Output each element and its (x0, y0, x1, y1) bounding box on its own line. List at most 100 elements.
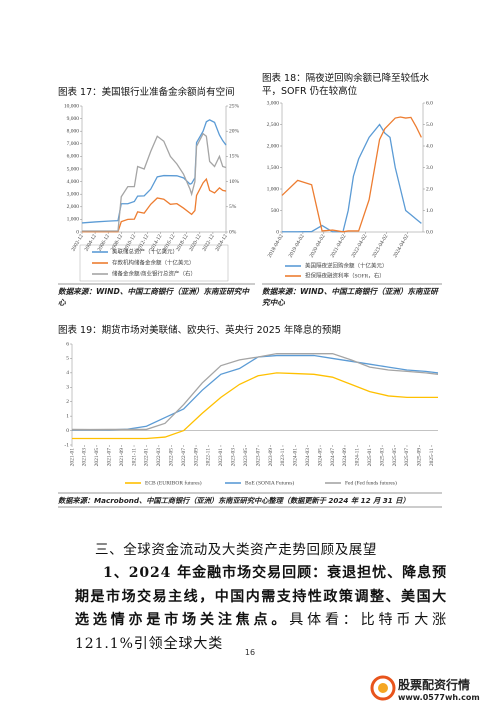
y2-tick-label: 6.0 (426, 100, 433, 106)
x-tick-label: 2022-04-02 (350, 233, 368, 258)
watermark-name: 股票配资行情 (398, 678, 471, 692)
y-tick-label: 3,000 (267, 100, 280, 106)
y2-tick-label: 4.0 (426, 143, 433, 149)
y-tick-label: 0 (66, 428, 69, 434)
x-tick-label: 2024-03 (305, 448, 311, 467)
x-tick-label: 2022-09 (193, 448, 199, 467)
y-tick-label: 10,000 (64, 103, 79, 109)
logo (370, 675, 396, 701)
series-line (82, 132, 227, 232)
y2-tick-label: 1.0 (426, 208, 433, 214)
x-tick-label: 2025-11 (429, 448, 435, 466)
legend-label: 美联储总资产（十亿美元） (112, 247, 178, 255)
x-tick-label: 2023-01 (218, 448, 224, 467)
y-tick-label: 4 (66, 370, 69, 376)
x-tick-label: 2025-07 (404, 448, 410, 467)
y2-tick-label: 3.0 (426, 165, 433, 171)
y2-tick-label: 10% (229, 179, 240, 185)
y-tick-label: 1,000 (267, 186, 280, 192)
y2-tick-label: 5.0 (426, 122, 433, 128)
x-tick-label: 2020-04-02 (309, 233, 327, 258)
legend-label: ECB (EURIBOR futures) (145, 479, 202, 486)
legend-label: 存款机构储备金余额（十亿美元） (112, 258, 195, 266)
legend-label: Fed (Fed funds futures) (345, 479, 397, 486)
x-tick-label: 2024-12 (214, 233, 228, 252)
y2-tick-label: 20% (229, 128, 240, 134)
paragraph-run: 具体看：比特币大涨 121.1%引领全球大类 (75, 612, 447, 652)
x-tick-label: 2023-03 (231, 448, 237, 467)
y-tick-label: 5 (66, 356, 69, 362)
x-tick-label: 2021-01 (69, 448, 75, 467)
legend-label: 储备金余额/商业银行总资产（右） (112, 269, 196, 277)
series-line (71, 353, 439, 431)
y-tick-label: 2 (66, 399, 69, 405)
x-tick-label: 2025-03 (379, 448, 385, 467)
x-tick-label: 2024-07 (330, 448, 336, 467)
figure-source: 数据来源：WIND、中国工商银行（亚洲）东南亚研究中心 (262, 287, 438, 307)
x-tick-label: 2019-04-02 (288, 233, 306, 258)
x-tick-label: 2025-05 (392, 448, 398, 467)
x-tick-label: 2022-07 (181, 448, 187, 467)
series-line (72, 354, 439, 431)
paragraph-run: 1、2024 年金融市场交易回顾：衰退担忧、降息预期是市场交易主线，中国内需支持… (75, 565, 447, 628)
x-tick-label: 2024-05 (317, 448, 323, 467)
x-tick-label: 2022-01 (144, 448, 150, 467)
series-line (82, 177, 227, 233)
x-tick-label: 2025-09 (417, 448, 423, 467)
series-line (282, 123, 422, 233)
figure-title: 图表 19：期货市场对美联储、欧央行、英央行 2025 年降息的预期 (58, 325, 341, 336)
x-tick-label: 2024-09 (342, 448, 348, 467)
y2-tick-label: 25% (229, 103, 240, 109)
x-tick-label: 2022-05 (169, 448, 175, 467)
legend-label: BoE (SONIA Futures) (245, 479, 294, 486)
y-tick-label: 0 (76, 229, 79, 235)
x-tick-label: 2023-07 (255, 448, 261, 467)
y-tick-label: 2,500 (267, 122, 280, 128)
y-tick-label: 0 (276, 229, 279, 235)
legend-label: 担保隔夜融资利率（SOFR，右） (305, 271, 385, 279)
x-tick-label: 2024-01 (293, 448, 299, 467)
x-tick-label: 2021-07 (106, 448, 112, 467)
legend-label: 美国隔夜逆回购余额（十亿美元） (305, 261, 388, 269)
y-tick-label: 5,000 (67, 166, 80, 172)
section-heading: 三、全球资金流动及大类资产走势回顾及展望 (95, 542, 377, 558)
x-tick-label: 2022-11 (206, 448, 212, 466)
figure-title: 图表 18：隔夜逆回购余额已降至较低水平，SOFR 仍在较高位 (262, 73, 430, 97)
x-tick-label: 2022-03 (156, 448, 162, 467)
y-tick-label: 1 (66, 413, 69, 419)
x-tick-label: 2021-03 (82, 448, 88, 467)
x-tick-label: 2024-04-02 (392, 233, 410, 258)
x-tick-label: 2021-04-02 (330, 233, 348, 258)
logo (378, 683, 388, 693)
x-tick-label: 2023-09 (268, 448, 274, 467)
y2-tick-label: 0% (229, 229, 237, 235)
y-tick-label: 4,000 (67, 179, 80, 185)
y-tick-label: 2,000 (267, 143, 280, 149)
y-tick-label: 2,000 (67, 204, 80, 210)
x-tick-label: 2021-11 (131, 448, 137, 466)
y2-tick-label: 0.0 (426, 229, 433, 235)
legend-box (79, 244, 229, 282)
y2-tick-label: 15% (229, 154, 240, 160)
figure-title: 图表 17：美国银行业准备金余额尚有空间 (58, 87, 235, 98)
x-tick-label: 2018-04-02 (267, 233, 285, 258)
y2-tick-label: 2.0 (426, 186, 433, 192)
figure-source: 数据来源：WIND、中国工商银行（亚洲）东南亚研究中心 (58, 287, 249, 307)
y-tick-label: 6,000 (67, 154, 80, 160)
y2-tick-label: 5% (229, 204, 237, 210)
y-tick-label: -1 (64, 442, 69, 448)
y-tick-label: 7,000 (67, 141, 80, 147)
y-tick-label: 8,000 (67, 128, 80, 134)
y-tick-label: 9,000 (67, 116, 80, 122)
series-line (72, 372, 438, 440)
y-tick-label: 6 (66, 341, 69, 347)
page-number: 16 (244, 648, 256, 657)
paragraph: 1、2024 年金融市场交易回顾：衰退担忧、降息预期是市场交易主线，中国内需支持… (75, 562, 447, 656)
y-tick-label: 1,000 (67, 217, 80, 223)
figure-source: 数据来源：Macrobond、中国工商银行（亚洲）东南亚研究中心整理（数据更新于… (58, 496, 410, 505)
x-tick-label: 2023-11 (280, 448, 286, 466)
y-tick-label: 500 (271, 208, 280, 214)
series-line (81, 119, 227, 224)
x-tick-label: 2023-04-02 (371, 233, 389, 258)
